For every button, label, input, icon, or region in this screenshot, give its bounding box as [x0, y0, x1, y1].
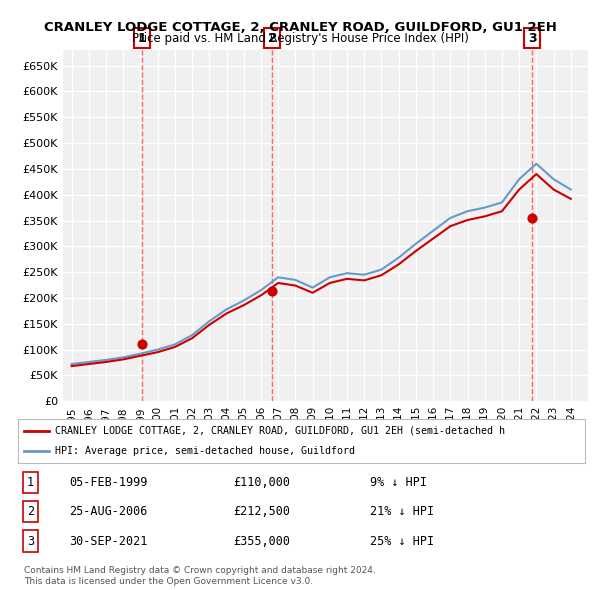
Text: HPI: Average price, semi-detached house, Guildford: HPI: Average price, semi-detached house,…: [55, 446, 355, 456]
Text: 2: 2: [268, 32, 277, 45]
Text: 21% ↓ HPI: 21% ↓ HPI: [370, 505, 434, 519]
Text: This data is licensed under the Open Government Licence v3.0.: This data is licensed under the Open Gov…: [24, 577, 313, 586]
Text: £212,500: £212,500: [233, 505, 290, 519]
Text: 25% ↓ HPI: 25% ↓ HPI: [370, 535, 434, 548]
Text: CRANLEY LODGE COTTAGE, 2, CRANLEY ROAD, GUILDFORD, GU1 2EH: CRANLEY LODGE COTTAGE, 2, CRANLEY ROAD, …: [44, 21, 556, 34]
Text: Price paid vs. HM Land Registry's House Price Index (HPI): Price paid vs. HM Land Registry's House …: [131, 32, 469, 45]
Text: 1: 1: [137, 32, 146, 45]
Text: £110,000: £110,000: [233, 476, 290, 489]
Text: 1: 1: [27, 476, 34, 489]
Text: 30-SEP-2021: 30-SEP-2021: [69, 535, 148, 548]
Text: 3: 3: [528, 32, 536, 45]
Point: [137, 340, 147, 349]
Text: 05-FEB-1999: 05-FEB-1999: [69, 476, 148, 489]
Point: [527, 213, 537, 222]
Text: CRANLEY LODGE COTTAGE, 2, CRANLEY ROAD, GUILDFORD, GU1 2EH (semi-detached h: CRANLEY LODGE COTTAGE, 2, CRANLEY ROAD, …: [55, 426, 505, 436]
Text: 3: 3: [27, 535, 34, 548]
Text: 25-AUG-2006: 25-AUG-2006: [69, 505, 148, 519]
Text: Contains HM Land Registry data © Crown copyright and database right 2024.: Contains HM Land Registry data © Crown c…: [24, 566, 376, 575]
Point: [268, 287, 277, 296]
Text: 9% ↓ HPI: 9% ↓ HPI: [370, 476, 427, 489]
Text: 2: 2: [27, 505, 34, 519]
Text: £355,000: £355,000: [233, 535, 290, 548]
